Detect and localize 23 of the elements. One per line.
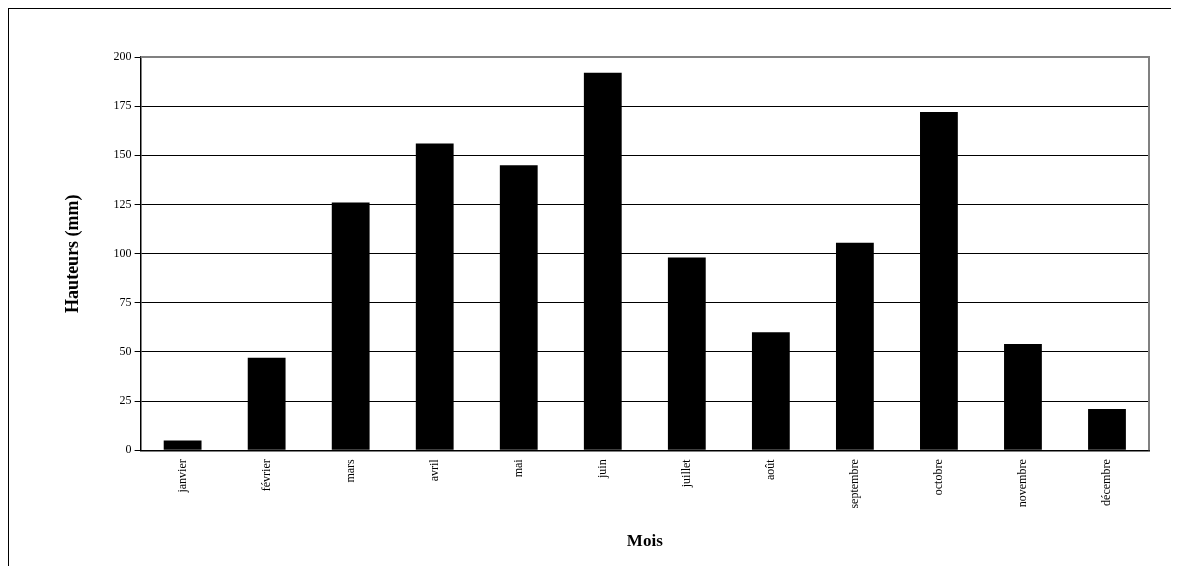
- y-tick-label: 200: [113, 49, 132, 64]
- x-tick-label: novembre: [1015, 459, 1030, 508]
- x-tick-label: juin: [594, 459, 609, 479]
- x-tick-label: février: [258, 459, 273, 492]
- y-tick-label: 75: [119, 294, 132, 309]
- y-tick-label: 100: [113, 245, 132, 260]
- x-tick-label: avril: [426, 458, 441, 482]
- y-tick-label: 25: [119, 393, 132, 408]
- y-tick-label: 175: [113, 98, 132, 113]
- x-tick-label: octobre: [931, 459, 946, 496]
- y-tick-label: 125: [113, 196, 132, 211]
- y-axis-title: Hauteurs (mm): [62, 194, 84, 313]
- x-tick-label: mars: [342, 458, 357, 483]
- y-tick-label: 150: [113, 147, 132, 162]
- x-tick-label: mai: [510, 458, 525, 478]
- x-tick-label: septembre: [847, 459, 862, 509]
- y-tick-label: 50: [119, 344, 132, 359]
- y-tick-label: 0: [125, 442, 132, 457]
- x-axis-title: Mois: [626, 531, 664, 551]
- x-tick-label: juillet: [678, 458, 693, 489]
- x-tick-label: janvier: [174, 459, 189, 494]
- x-tick-label: août: [763, 458, 778, 480]
- x-tick-label: décembre: [1099, 459, 1114, 506]
